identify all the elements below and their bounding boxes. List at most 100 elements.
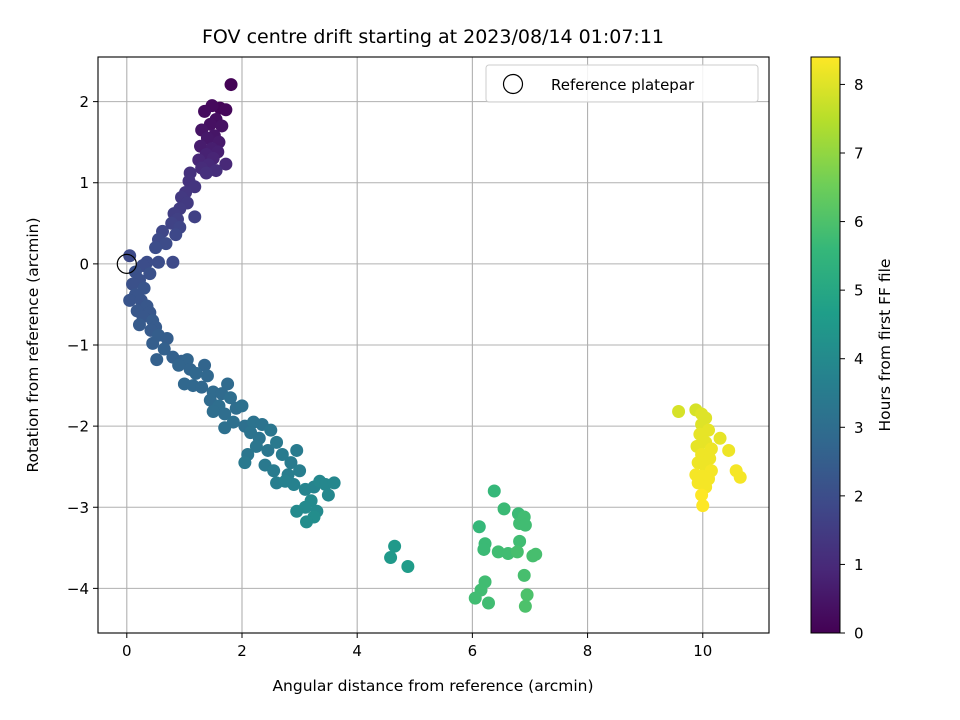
colorbar: 0 1 2 3 4 5 6 7 8 Hours from first FF file [810,56,894,643]
colorbar-tick-label: 5 [854,282,864,300]
data-point [517,568,531,582]
data-point [215,119,229,133]
data-point [278,474,292,488]
data-point [267,464,281,478]
data-point [198,358,212,372]
data-point [487,484,501,498]
data-point [219,157,233,171]
data-point [327,476,341,490]
data-point [238,456,252,470]
y-tick-label: −3 [67,499,89,517]
legend-box [485,64,759,103]
data-point [704,442,718,456]
data-point [497,502,511,516]
colorbar-tick-label: 4 [854,350,864,368]
data-point [261,443,275,457]
data-point [218,407,232,421]
data-point [401,559,415,573]
colorbar-tick-label: 8 [854,76,864,94]
y-axis-ticks: −4 −3 −2 −1 0 1 2 [67,93,98,598]
data-point [293,464,307,478]
data-point [132,318,146,332]
data-point [143,267,157,281]
data-point [224,78,238,92]
data-point [477,542,491,556]
data-point [206,405,220,419]
colorbar-tick-label: 7 [854,145,864,163]
data-point [384,551,398,565]
data-point [275,448,289,462]
data-point [160,332,174,346]
x-tick-label: 2 [237,642,247,660]
data-point [123,293,137,307]
data-point [472,520,486,534]
x-axis-label: Angular distance from reference (arcmin) [272,677,593,695]
data-point [166,255,180,269]
data-point [218,421,232,435]
data-point [270,435,284,449]
x-axis-ticks: 0 2 4 6 8 10 [122,633,712,660]
data-point [172,358,186,372]
data-point [198,104,212,118]
data-point [520,588,534,602]
legend-entry-label: Reference platepar [551,76,695,94]
data-point [388,539,402,553]
y-tick-label: −4 [67,580,89,598]
colorbar-tick-label: 3 [854,419,864,437]
data-point [221,377,235,391]
colorbar-frame [810,56,841,634]
data-point [123,249,137,263]
data-point [200,369,214,383]
data-point [264,423,278,437]
data-point [189,366,203,380]
reference-platepar-marker [116,253,137,274]
data-point [209,164,223,178]
x-tick-label: 4 [352,642,362,660]
colorbar-tick-label: 0 [854,625,864,643]
data-point [149,241,163,255]
data-point [188,210,202,224]
data-point [159,237,173,251]
data-point [151,255,165,269]
data-point [468,591,482,605]
data-points [116,78,747,613]
colorbar-tick-label: 1 [854,556,864,574]
colorbar-tick-label: 2 [854,487,864,505]
x-tick-label: 10 [693,642,712,660]
data-point [290,504,304,518]
data-point [482,596,496,610]
data-point [223,391,237,405]
data-point [169,228,183,242]
x-tick-label: 0 [122,642,132,660]
y-tick-label: 0 [79,255,89,273]
data-point [513,534,527,548]
x-tick-label: 8 [583,642,593,660]
data-point [321,488,335,502]
colorbar-label: Hours from first FF file [876,259,894,432]
data-point [290,443,304,457]
x-tick-label: 6 [468,642,478,660]
data-point [696,499,710,513]
y-tick-label: 1 [79,174,89,192]
y-tick-label: 2 [79,93,89,111]
legend: Reference platepar [485,64,759,103]
y-tick-label: −1 [67,337,89,355]
data-point [284,456,298,470]
colorbar-tick-label: 6 [854,213,864,231]
chart-title: FOV centre drift starting at 2023/08/14 … [202,26,664,48]
data-point [491,545,505,559]
data-point [157,342,171,356]
data-point [722,443,736,457]
data-point [299,515,313,529]
colorbar-ticks: 0 1 2 3 4 5 6 7 8 [840,76,864,643]
y-tick-label: −2 [67,418,89,436]
data-point [219,103,233,117]
data-point [695,488,709,502]
data-point [518,518,532,532]
y-axis-label: Rotation from reference (arcmin) [24,217,42,472]
data-point [235,399,249,413]
data-point [199,166,213,180]
data-point [733,470,747,484]
data-point [249,439,263,453]
